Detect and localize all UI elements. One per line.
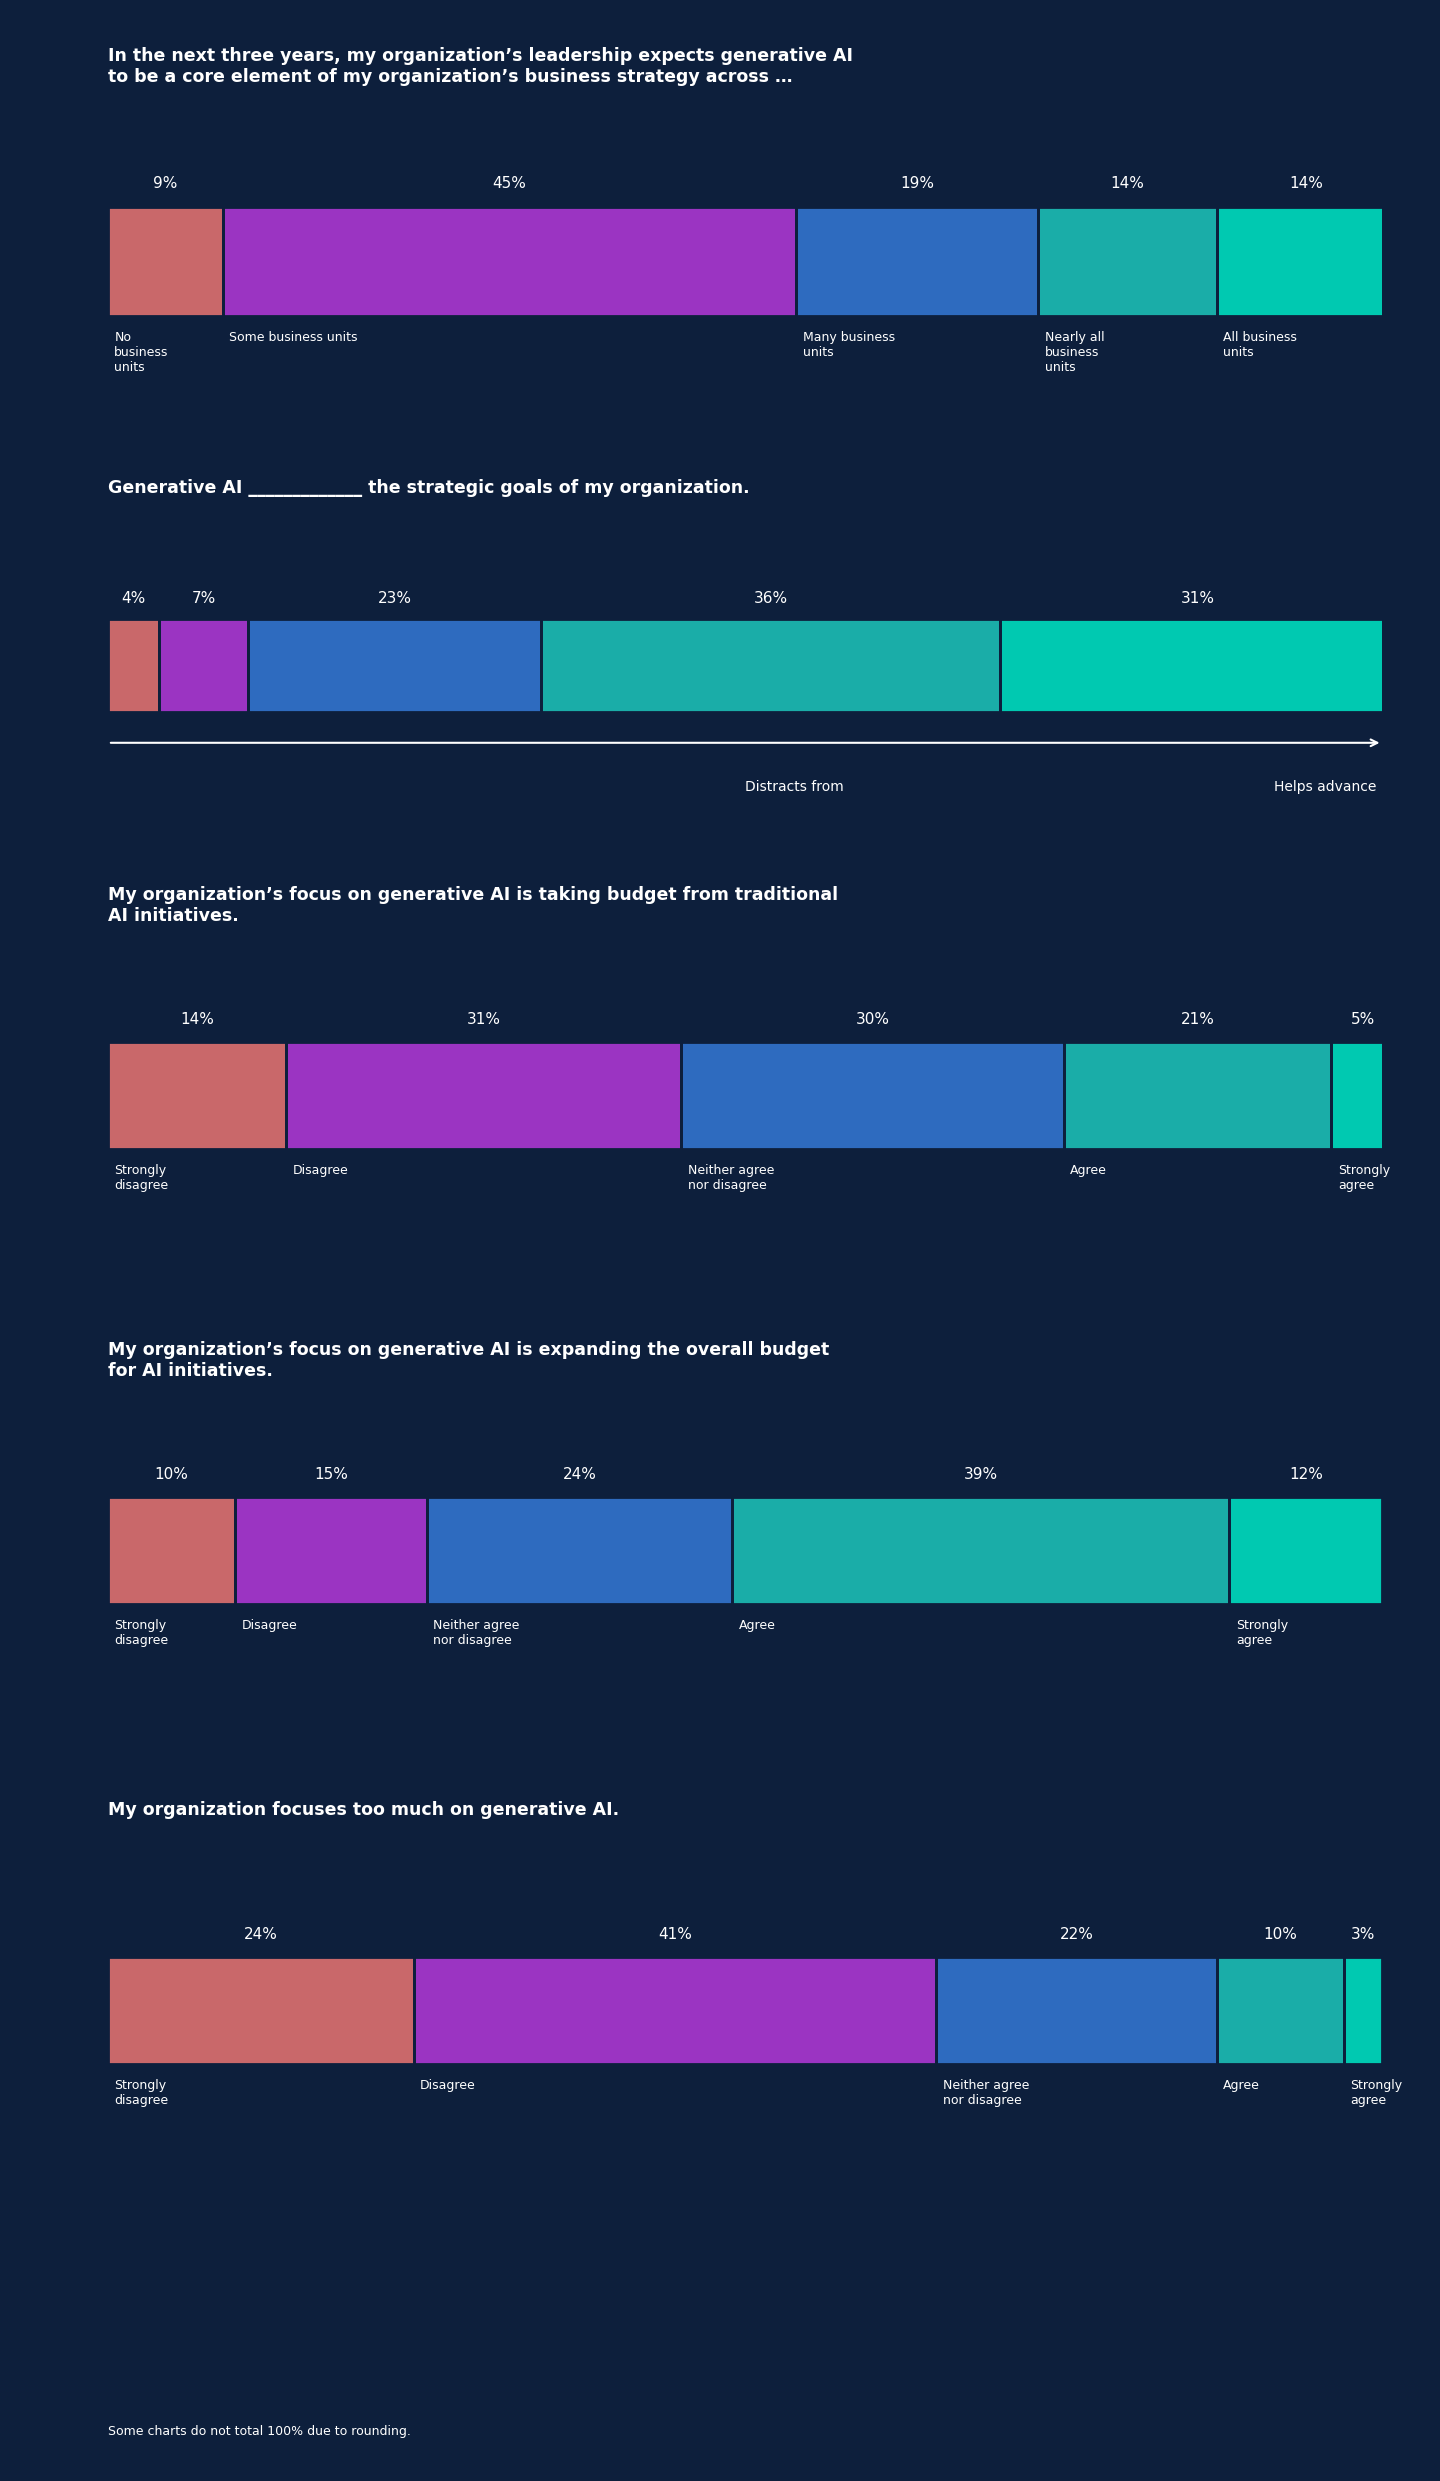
Text: 14%: 14% (180, 1012, 215, 1027)
Bar (287, 1042, 681, 1149)
Text: My organization’s focus on generative AI is taking budget from traditional
AI in: My organization’s focus on generative AI… (108, 886, 838, 925)
Bar (1064, 1042, 1332, 1149)
Text: Disagree: Disagree (420, 2079, 477, 2091)
Text: Strongly
disagree: Strongly disagree (114, 1618, 168, 1647)
Text: Neither agree
nor disagree: Neither agree nor disagree (433, 1618, 520, 1647)
Bar (1217, 1958, 1344, 2064)
Bar (999, 618, 1395, 712)
Bar (108, 1496, 236, 1603)
Bar (1230, 1496, 1382, 1603)
Bar (733, 1496, 1230, 1603)
Bar (108, 1042, 287, 1149)
Text: Nearly all
business
units: Nearly all business units (1044, 332, 1104, 375)
Text: No
business
units: No business units (114, 332, 168, 375)
Bar (248, 618, 541, 712)
Text: Helps advance: Helps advance (1273, 779, 1377, 794)
Bar (108, 206, 223, 315)
Text: 5%: 5% (1351, 1012, 1375, 1027)
Bar (236, 1496, 426, 1603)
Text: Distracts from: Distracts from (746, 779, 844, 794)
Text: 15%: 15% (314, 1466, 348, 1481)
Text: Agree: Agree (1070, 1164, 1107, 1176)
Text: 14%: 14% (1289, 176, 1323, 191)
Text: 21%: 21% (1181, 1012, 1214, 1027)
Bar (158, 618, 248, 712)
Bar (223, 206, 796, 315)
Text: 19%: 19% (900, 176, 935, 191)
Bar (936, 1958, 1217, 2064)
Text: All business
units: All business units (1223, 332, 1297, 360)
Text: 45%: 45% (492, 176, 527, 191)
Text: Neither agree
nor disagree: Neither agree nor disagree (943, 2079, 1030, 2106)
Text: 9%: 9% (153, 176, 177, 191)
Bar (1038, 206, 1217, 315)
Text: Disagree: Disagree (242, 1618, 298, 1632)
Text: 30%: 30% (855, 1012, 890, 1027)
Text: 3%: 3% (1351, 1928, 1375, 1943)
Text: 12%: 12% (1289, 1466, 1323, 1481)
Text: 23%: 23% (377, 590, 412, 605)
Text: 10%: 10% (154, 1466, 189, 1481)
Bar (1332, 1042, 1395, 1149)
Text: Agree: Agree (1223, 2079, 1260, 2091)
Text: Generative AI _____________ the strategic goals of my organization.: Generative AI _____________ the strategi… (108, 479, 750, 496)
Text: 36%: 36% (753, 590, 788, 605)
Text: 39%: 39% (963, 1466, 998, 1481)
Bar (1344, 1958, 1382, 2064)
Text: 4%: 4% (121, 590, 145, 605)
Text: Strongly
agree: Strongly agree (1236, 1618, 1287, 1647)
Text: 10%: 10% (1263, 1928, 1297, 1943)
Text: My organization focuses too much on generative AI.: My organization focuses too much on gene… (108, 1801, 619, 1819)
Text: 14%: 14% (1110, 176, 1145, 191)
Bar (108, 1958, 413, 2064)
Text: 24%: 24% (563, 1466, 596, 1481)
Bar (681, 1042, 1064, 1149)
Text: In the next three years, my organization’s leadership expects generative AI
to b: In the next three years, my organization… (108, 47, 852, 84)
Text: Agree: Agree (739, 1618, 776, 1632)
Text: Strongly
disagree: Strongly disagree (114, 2079, 168, 2106)
Text: 22%: 22% (1060, 1928, 1093, 1943)
Text: Many business
units: Many business units (802, 332, 894, 360)
Bar (108, 618, 158, 712)
Text: My organization’s focus on generative AI is expanding the overall budget
for AI : My organization’s focus on generative AI… (108, 1342, 829, 1379)
Bar (541, 618, 999, 712)
Text: 24%: 24% (243, 1928, 278, 1943)
Bar (413, 1958, 936, 2064)
Text: Strongly
disagree: Strongly disagree (114, 1164, 168, 1191)
Text: Some charts do not total 100% due to rounding.: Some charts do not total 100% due to rou… (108, 2424, 410, 2439)
Text: 7%: 7% (192, 590, 216, 605)
Text: Some business units: Some business units (229, 332, 357, 345)
Bar (426, 1496, 733, 1603)
Text: 41%: 41% (658, 1928, 693, 1943)
Text: 31%: 31% (467, 1012, 501, 1027)
Bar (796, 206, 1038, 315)
Text: Disagree: Disagree (292, 1164, 348, 1176)
Text: Strongly
agree: Strongly agree (1338, 1164, 1390, 1191)
Text: 31%: 31% (1181, 590, 1214, 605)
Bar (1217, 206, 1395, 315)
Text: Strongly
agree: Strongly agree (1351, 2079, 1403, 2106)
Text: Neither agree
nor disagree: Neither agree nor disagree (688, 1164, 775, 1191)
